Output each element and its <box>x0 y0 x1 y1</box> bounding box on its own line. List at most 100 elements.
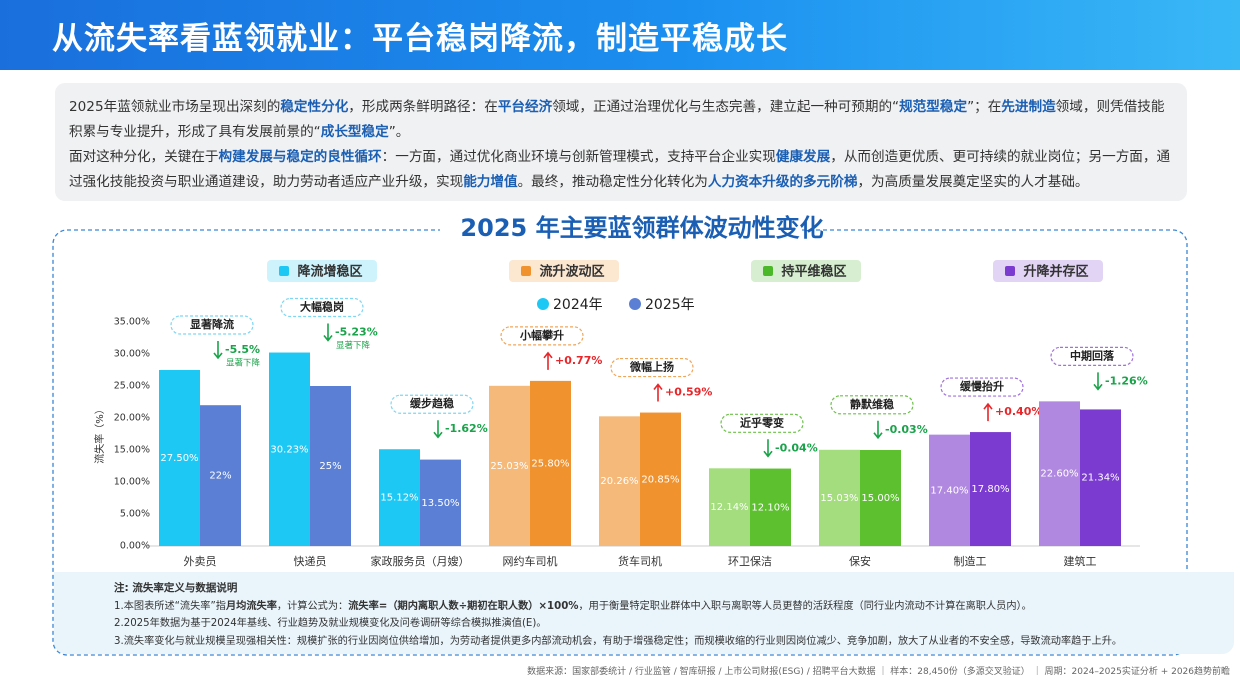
bar <box>159 370 200 546</box>
value-label: 21.34% <box>1081 473 1119 484</box>
change-arrow <box>653 383 663 402</box>
zone-chip <box>509 260 619 282</box>
value-label: 30.23% <box>270 444 308 455</box>
bar <box>750 468 791 546</box>
value-label: 17.40% <box>930 485 968 496</box>
change-label: +0.77% <box>555 354 602 367</box>
value-label: 22% <box>209 471 231 482</box>
text-run: ，形成两条鲜明路径：在 <box>348 99 498 115</box>
zone-icon <box>763 266 773 276</box>
zone-label: 流升波动区 <box>539 264 604 280</box>
tag-label: 小幅攀升 <box>519 328 564 342</box>
bar <box>709 468 750 546</box>
notes-box: 注: 流失率定义与数据说明 1.本图表所述“流失率”指月均流失率，计算公式为：流… <box>54 572 1234 654</box>
text-run: 领域，正通过治理优化与生态完善，建立起一种可预期的“ <box>552 99 900 115</box>
change-arrow <box>983 402 993 422</box>
notes-title: 注: 流失率定义与数据说明 <box>114 582 238 594</box>
bar <box>269 352 310 546</box>
tag-pill <box>500 326 584 346</box>
bar <box>310 386 351 546</box>
emphasis-text: 健康发展 <box>775 149 831 165</box>
x-tick-label: 制造工 <box>954 554 987 568</box>
emphasis-text: 成长型稳定 <box>320 124 389 140</box>
bar <box>420 459 461 546</box>
change-arrow <box>1093 372 1103 391</box>
value-label: 25% <box>319 461 341 472</box>
x-tick-label: 建筑工 <box>1064 554 1097 568</box>
legend-label: 2024年 <box>553 297 603 313</box>
zone-label: 降流增稳区 <box>297 264 362 280</box>
change-label: +0.40% <box>995 405 1042 418</box>
note-line: 1.本图表所述“流失率”指月均流失率，计算公式为：流失率=（期内离职人数÷期初在… <box>114 598 1218 616</box>
note-line: 2.2025年数据为基于2024年基线、行业趋势及就业规模变化及问卷调研等综合模… <box>114 615 1218 633</box>
value-label: 12.14% <box>710 502 748 513</box>
x-tick-label: 网约车司机 <box>503 554 558 568</box>
value-label: 15.00% <box>861 493 899 504</box>
value-label: 15.03% <box>820 493 858 504</box>
value-label: 13.50% <box>421 498 459 509</box>
tag-label: 缓步趋稳 <box>410 396 454 410</box>
emphasis-text: 能力增值 <box>463 174 518 190</box>
y-tick-label: 25.00% <box>114 381 150 392</box>
tag-label: 缓慢抬升 <box>960 379 1004 393</box>
text-run: 3.流失率变化与就业规模呈现强相关性：规模扩张的行业因岗位供给增加，为劳动者提供… <box>114 635 1123 647</box>
text-run: 2025年蓝领就业市场呈现出深刻的 <box>69 99 281 115</box>
change-label: -1.62% <box>445 422 488 435</box>
bar <box>860 450 901 546</box>
x-tick-label: 快递员 <box>294 554 327 568</box>
zone-icon <box>279 266 289 276</box>
note-line: 3.流失率变化与就业规模呈现强相关性：规模扩张的行业因岗位供给增加，为劳动者提供… <box>114 633 1218 651</box>
zone-chip <box>993 260 1103 282</box>
x-tick-label: 家政服务员（月嫂） <box>371 554 470 568</box>
intro-box: 2025年蓝领就业市场呈现出深刻的稳定性分化，形成两条鲜明路径：在平台经济领域，… <box>55 83 1187 201</box>
header: 从流失率看蓝领就业：平台稳岗降流，制造平稳成长 <box>0 0 1240 70</box>
tag-pill <box>1050 346 1134 366</box>
bar <box>200 405 241 546</box>
text-run: ，计算公式为： <box>276 600 349 612</box>
tag-label: 显著降流 <box>190 317 234 331</box>
legend-dot <box>537 298 549 310</box>
x-tick-label: 货车司机 <box>618 554 662 568</box>
tag-label: 微幅上扬 <box>629 360 674 374</box>
value-label: 25.80% <box>531 458 569 469</box>
value-label: 27.50% <box>160 453 198 464</box>
change-label: +0.59% <box>665 386 712 399</box>
y-tick-label: 5.00% <box>120 509 150 520</box>
bar <box>640 412 681 546</box>
zone-icon <box>521 266 531 276</box>
y-tick-label: 15.00% <box>114 445 150 456</box>
value-label: 17.80% <box>971 484 1009 495</box>
tag-label: 静默维稳 <box>850 397 894 411</box>
bar <box>379 449 420 546</box>
zone-chip <box>267 260 377 282</box>
bar <box>1080 409 1121 546</box>
tag-pill <box>390 394 474 414</box>
change-arrow <box>433 420 443 439</box>
change-label: -1.26% <box>1105 374 1148 387</box>
emphasis-text: 先进制造 <box>1001 99 1056 115</box>
bar <box>970 432 1011 546</box>
text-run: ”。 <box>388 124 410 140</box>
text-run: 1.本图表所述“流失率”指 <box>114 600 226 612</box>
bar <box>599 416 640 546</box>
y-tick-label: 35.00% <box>114 317 150 328</box>
tag-pill <box>720 413 804 433</box>
text-run: 领域，则凭借技能积累与专业提升，形成了具有发展前景的“ <box>69 99 1165 140</box>
change-label: -5.23% <box>335 326 378 339</box>
text-run: 。最终，推动稳定性分化转化为 <box>517 174 708 190</box>
emphasis-text: 平台经济 <box>497 99 553 115</box>
change-label: -0.03% <box>885 423 928 436</box>
legend-dot <box>629 298 641 310</box>
value-label: 20.26% <box>600 476 638 487</box>
change-label: -5.5% <box>225 343 260 356</box>
legend-label: 2025年 <box>645 297 695 313</box>
page-title: 从流失率看蓝领就业：平台稳岗降流，制造平稳成长 <box>52 21 788 57</box>
chart-title: 2025 年主要蓝领群体波动性变化 <box>460 214 823 242</box>
change-arrow <box>873 420 883 440</box>
y-tick-label: 0.00% <box>120 541 150 552</box>
bar <box>819 449 860 546</box>
x-tick-label: 外卖员 <box>184 555 217 568</box>
emphasis-text: 流失率=（期内离职人数÷期初在职人数）×100% <box>348 600 579 612</box>
